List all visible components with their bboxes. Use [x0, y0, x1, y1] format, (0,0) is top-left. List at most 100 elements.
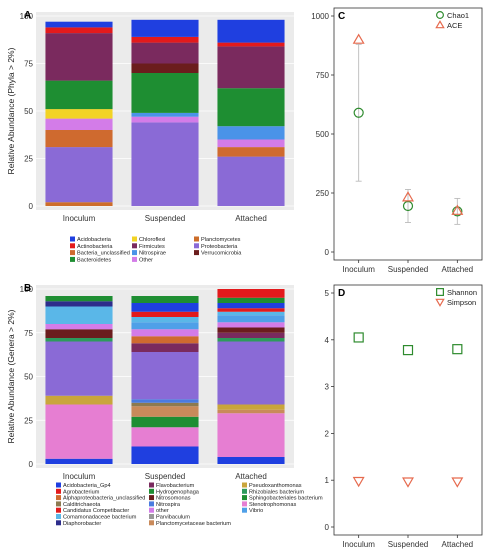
legend-entry: Calditrichaeota: [63, 502, 101, 508]
y-tick-label: 50: [24, 373, 33, 382]
legend-swatch: [132, 250, 137, 256]
legend-entry: Firmicutes: [139, 244, 165, 250]
x-tick-label: Suspended: [388, 540, 428, 549]
y-tick-label: 500: [316, 130, 330, 139]
legend-swatch: [242, 482, 247, 488]
y-tick-label: 100: [20, 12, 34, 21]
bar-segment-stenotrophomonas: [45, 404, 113, 459]
y-axis-label: Relative Abundance (Genera > 2%): [6, 309, 16, 443]
legend-entry: other: [156, 508, 169, 514]
legend-swatch: [56, 482, 61, 488]
data-point-ace: [402, 191, 414, 202]
bar-segment-nitrospirae: [217, 126, 285, 140]
legend-entry: Sphingobacteriales bacterium: [249, 496, 323, 502]
bar-segment-proteobacteria: [217, 341, 285, 405]
bar-segment-actinobacteria: [217, 42, 285, 47]
bar-segment-firmicutes: [45, 33, 113, 81]
legend-swatch: [149, 507, 154, 513]
bar-segment-agrobacterium: [131, 311, 199, 317]
legend-swatch: [56, 520, 61, 526]
y-tick-label: 75: [24, 60, 33, 69]
legend-swatch: [56, 514, 61, 519]
bar-segment-stenotrophomonas: [217, 413, 285, 457]
x-tick-label: Suspended: [145, 472, 185, 481]
legend-swatch: [194, 243, 199, 249]
bar-segment-proteobacteria: [131, 352, 199, 400]
legend-entry: Proteobacteria: [201, 244, 238, 250]
bar-segment-acidobacteria-gp4: [45, 458, 113, 464]
legend-swatch: [149, 501, 154, 507]
bar-segment-comamonadaceae-bacterium: [217, 311, 285, 316]
legend-swatch: [56, 501, 61, 507]
legend-entry: Comamonadaceae bacterium: [63, 515, 137, 521]
y-axis-label: Relative Abundance (Phyla > 2%): [6, 47, 16, 174]
bar-segment-acidobacteria: [217, 19, 285, 43]
legend-entry: Pseudoxanthomonas: [249, 483, 302, 489]
bar-segment-rhizobiales-bacterium: [45, 338, 113, 342]
legend-entry: Acidobacteria: [77, 237, 112, 243]
legend-marker: [435, 298, 445, 307]
y-tick-label: 1000: [311, 12, 329, 21]
panel-D-frame: [333, 284, 483, 536]
bar-segment-nitrospira: [131, 399, 199, 403]
bar-segment-rhizobiales-bacterium: [217, 338, 285, 342]
legend-entry: Vibrio: [249, 508, 263, 514]
legend-entry: Diaphorobacter: [63, 521, 101, 527]
bar-segment-comamonadaceae-bacterium: [45, 306, 113, 324]
bar-segment-other: [131, 116, 199, 123]
legend-swatch: [194, 236, 199, 242]
legend-entry: Bacteroidetes: [77, 257, 111, 263]
legend-marker: [436, 288, 444, 296]
legend-entry: Alphaproteobacteria_unclassified: [63, 496, 145, 502]
data-point-shannon: [452, 344, 463, 355]
panel-label: C: [338, 11, 345, 22]
x-tick-label: Attached: [235, 472, 267, 481]
bar-segment-planctomycetaceae-bacterium: [131, 406, 199, 417]
legend-entry: Nitrospirae: [139, 251, 166, 257]
y-tick-label: 0: [29, 460, 34, 469]
legend-swatch: [242, 495, 247, 501]
bar-segment-hydrogenophaga: [131, 296, 199, 303]
bar-segment-calditrichaeota: [131, 402, 199, 407]
legend-entry: Shannon: [447, 288, 477, 297]
legend-entry: Planctomycetes: [201, 237, 241, 243]
y-tick-label: 50: [24, 107, 33, 116]
y-tick-label: 25: [24, 416, 33, 425]
panel-label: A: [24, 10, 31, 21]
legend-swatch: [70, 236, 75, 242]
bar-segment-agrobacterium: [217, 308, 285, 312]
legend-swatch: [242, 507, 247, 513]
bar-segment-proteobacteria: [45, 147, 113, 203]
legend-swatch: [242, 501, 247, 507]
legend-entry: Stenotrophomonas: [249, 502, 296, 508]
bar-segment-other: [45, 118, 113, 130]
legend-entry: Agrobacterium: [63, 489, 100, 495]
legend-swatch: [56, 488, 61, 494]
bar-segment-vibrio: [217, 315, 285, 323]
y-tick-label: 2: [325, 429, 330, 438]
data-point-shannon: [353, 332, 364, 343]
data-point-chao1: [353, 107, 364, 118]
bar-segment-diaphorobacter: [45, 301, 113, 307]
data-point-shannon: [402, 344, 414, 356]
bar-segment-candidatus-competibacter: [217, 289, 285, 298]
y-tick-label: 100: [20, 285, 34, 294]
legend-swatch: [149, 495, 154, 501]
y-tick-label: 3: [325, 383, 330, 392]
legend-entry: Bacteria_unclassified: [77, 251, 130, 257]
x-tick-label: Attached: [235, 214, 267, 223]
bar-segment-comamonadaceae-bacterium: [131, 317, 199, 323]
bar-segment-other: [217, 322, 285, 328]
legend-entry: Acidobacteria_Gp4: [63, 483, 111, 489]
bar-segment-flavobacterium: [131, 343, 199, 352]
legend-entry: ACE: [447, 21, 462, 30]
legend-swatch: [149, 482, 154, 488]
y-tick-label: 750: [316, 71, 330, 80]
bar-segment-hydrogenophaga: [217, 297, 285, 303]
y-tick-label: 1: [325, 476, 330, 485]
bar-segment-pseudoxanthomonas: [217, 404, 285, 410]
data-point-ace: [352, 33, 365, 44]
legend-swatch: [70, 256, 75, 262]
legend-swatch: [194, 250, 199, 256]
